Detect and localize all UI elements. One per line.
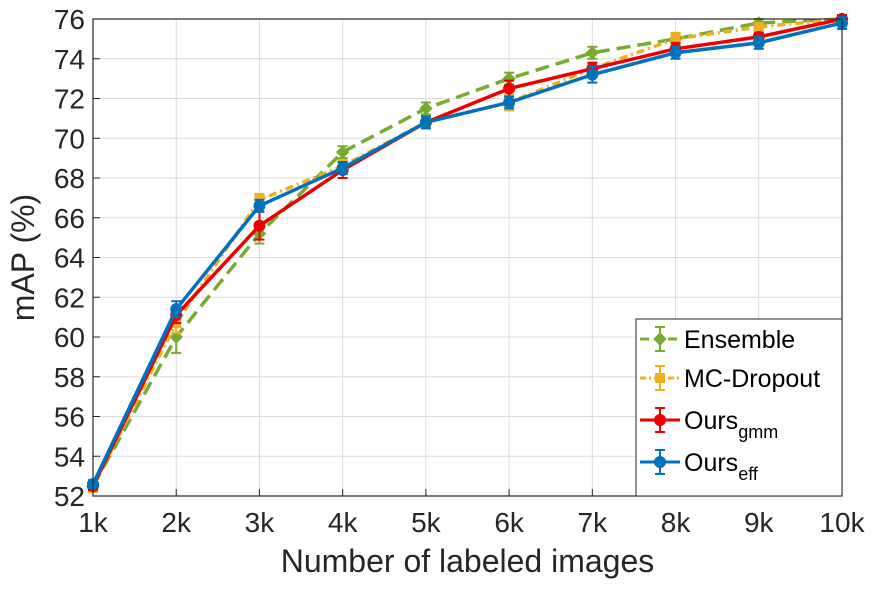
y-tick-label: 72: [54, 84, 85, 115]
y-axis-label: mAP (%): [5, 194, 41, 321]
data-point: [419, 101, 433, 116]
legend-marker: [653, 332, 667, 346]
series-line-ensemble: [91, 17, 843, 487]
data-point: [170, 303, 183, 316]
series-ours-eff: [87, 16, 848, 491]
legend-box: [635, 318, 843, 497]
x-tick-label: 6k: [494, 507, 525, 538]
x-tick-label: 8k: [661, 507, 692, 538]
data-point: [419, 116, 432, 129]
series-line-ours-gmm: [91, 17, 843, 487]
y-tick-label: 54: [54, 441, 85, 472]
legend-label: Ourseff: [684, 449, 759, 484]
x-axis: 1k 2k 3k 4k 5k 6k 7k 8k 9k 10k: [78, 489, 866, 538]
y-axis: 52 54 56 58 60 62 64 66 68 70 72 74 76: [54, 4, 100, 512]
data-point: [503, 96, 516, 109]
data-point: [336, 162, 349, 175]
x-axis-label: Number of labeled images: [281, 543, 655, 579]
y-tick-label: 56: [54, 402, 85, 433]
data-point: [752, 36, 765, 49]
y-tick-label: 58: [54, 362, 85, 393]
legend-label-main: Ours: [684, 407, 738, 435]
x-tick-label: 9k: [744, 507, 775, 538]
legend-item-ours-gmm: Oursgmm: [640, 407, 778, 442]
y-tick-label: 66: [54, 203, 85, 234]
data-point: [669, 46, 682, 59]
legend-label: Ensemble: [684, 326, 795, 354]
legend-label-main: MC-Dropout: [684, 365, 820, 393]
y-tick-label: 52: [54, 481, 85, 512]
legend-label-main: Ensemble: [684, 326, 795, 354]
x-tick-label: 1k: [78, 507, 109, 538]
legend-label-subscript: eff: [738, 464, 759, 484]
y-tick-label: 62: [54, 282, 85, 313]
series-line-ours-eff: [91, 21, 843, 485]
data-point: [503, 82, 516, 95]
legend-item-mc-dropout: MC-Dropout: [640, 365, 820, 393]
data-point: [585, 46, 600, 60]
legend-marker: [654, 456, 666, 468]
legend-marker: [654, 414, 666, 426]
data-point: [753, 21, 764, 32]
y-tick-label: 74: [54, 44, 85, 75]
legend-marker: [655, 373, 665, 383]
legend-item-ours-eff: Ourseff: [640, 449, 759, 484]
data-point: [586, 68, 599, 81]
x-tick-label: 3k: [245, 507, 276, 538]
data-point: [253, 199, 266, 212]
legend-label: MC-Dropout: [684, 365, 820, 393]
series-layer: [86, 12, 849, 494]
x-tick-label: 2k: [161, 507, 192, 538]
x-tick-label: 4k: [328, 507, 359, 538]
y-tick-label: 60: [54, 322, 85, 353]
legend-label-main: Ours: [684, 449, 738, 477]
y-tick-label: 64: [54, 243, 85, 274]
data-point: [335, 145, 350, 159]
legend-label-subscript: gmm: [738, 422, 778, 442]
x-tick-label: 7k: [578, 507, 609, 538]
data-point: [253, 219, 266, 232]
legend-item-ensemble: Ensemble: [640, 326, 795, 354]
x-tick-label: 10k: [819, 507, 865, 538]
y-tick-label: 70: [54, 123, 85, 154]
y-tick-label: 76: [54, 4, 85, 35]
legend-label: Oursgmm: [684, 407, 778, 442]
x-tick-label: 5k: [411, 507, 442, 538]
y-tick-label: 68: [54, 163, 85, 194]
